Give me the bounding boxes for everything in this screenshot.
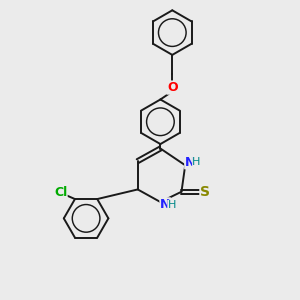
Text: H: H bbox=[192, 157, 201, 167]
Text: S: S bbox=[200, 185, 210, 199]
Text: H: H bbox=[167, 200, 176, 210]
Text: N: N bbox=[160, 198, 170, 211]
Text: O: O bbox=[167, 81, 178, 94]
Text: N: N bbox=[185, 156, 195, 169]
Text: Cl: Cl bbox=[54, 186, 67, 199]
